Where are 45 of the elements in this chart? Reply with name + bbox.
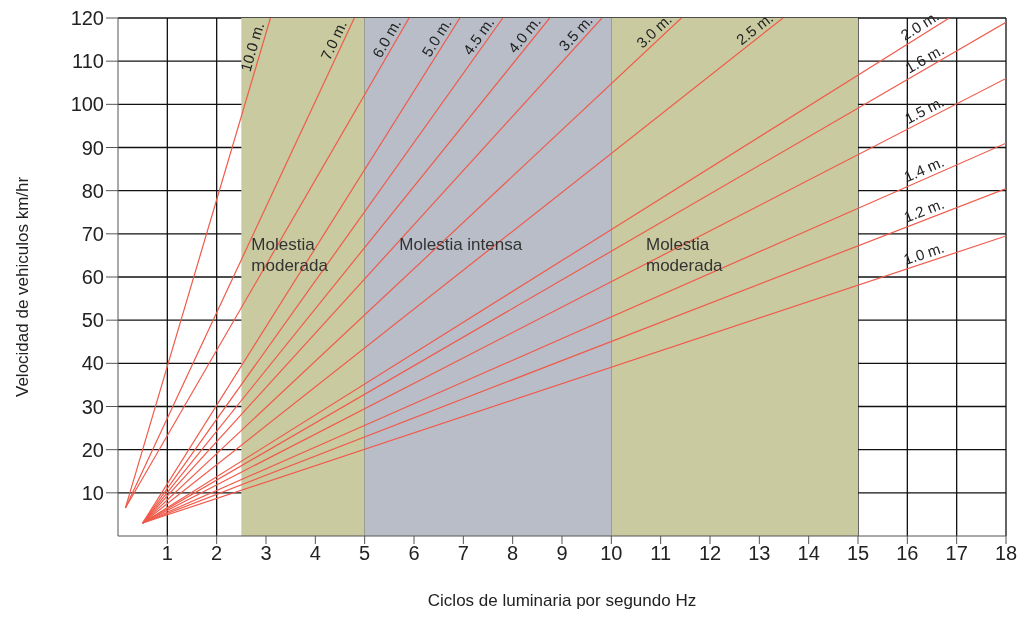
- x-tick-label: 9: [556, 542, 568, 565]
- x-tick-label: 1: [161, 542, 173, 565]
- y-tick-label: 20: [81, 438, 104, 461]
- y-tick-label: 100: [70, 93, 104, 116]
- text: 5.0 m.: [418, 15, 455, 60]
- x-tick-label: 4: [309, 542, 321, 565]
- text: 1.2 m.: [901, 194, 947, 226]
- text: 6.0 m.: [368, 15, 405, 61]
- y-tick-label: 110: [72, 50, 104, 73]
- y-tick-label: 70: [81, 222, 104, 245]
- x-tick-label: 12: [698, 542, 722, 565]
- x-tick-label: 17: [945, 542, 968, 565]
- y-tick-label: 80: [81, 179, 104, 202]
- x-tick-label: 3: [260, 542, 272, 565]
- y-tick-label: 50: [81, 309, 104, 332]
- x-tick-label: 14: [797, 542, 820, 565]
- x-tick-label: 10: [600, 542, 623, 565]
- text: 4.0 m.: [504, 12, 544, 57]
- x-tick-label: 11: [650, 542, 672, 565]
- text: 10.0 m.: [236, 20, 268, 74]
- text: 1.5 m.: [901, 92, 947, 127]
- x-tick-label: 6: [408, 542, 420, 565]
- x-tick-label: 15: [846, 542, 870, 565]
- text: 1.0 m.: [901, 238, 947, 268]
- text: 3.5 m.: [555, 11, 596, 55]
- y-tick-label: 30: [81, 395, 104, 418]
- x-tick-label: 5: [359, 542, 371, 565]
- x-tick-label: 8: [507, 542, 519, 565]
- x-tick-label: 7: [457, 542, 469, 565]
- x-tick-label: 2: [211, 542, 223, 565]
- x-axis-title: Ciclos de luminaria por segundo Hz: [427, 591, 697, 610]
- x-tick-label: 18: [994, 542, 1018, 565]
- y-tick-label: 90: [81, 136, 104, 159]
- y-tick-label: 40: [81, 352, 104, 375]
- x-tick-label: 16: [896, 542, 919, 565]
- y-tick-label: 10: [81, 481, 104, 504]
- text: 4.5 m.: [459, 14, 498, 58]
- text: 3.0 m.: [632, 10, 675, 52]
- x-tick-label: 13: [748, 542, 771, 565]
- y-tick-label: 60: [81, 266, 104, 289]
- text: 1.4 m.: [901, 152, 947, 186]
- y-axis-title: Velocidad de vehiculos km/hr: [13, 176, 33, 397]
- y-tick-label: 120: [70, 7, 104, 30]
- text: 7.0 m.: [316, 17, 351, 63]
- text: 2.5 m.: [732, 8, 777, 48]
